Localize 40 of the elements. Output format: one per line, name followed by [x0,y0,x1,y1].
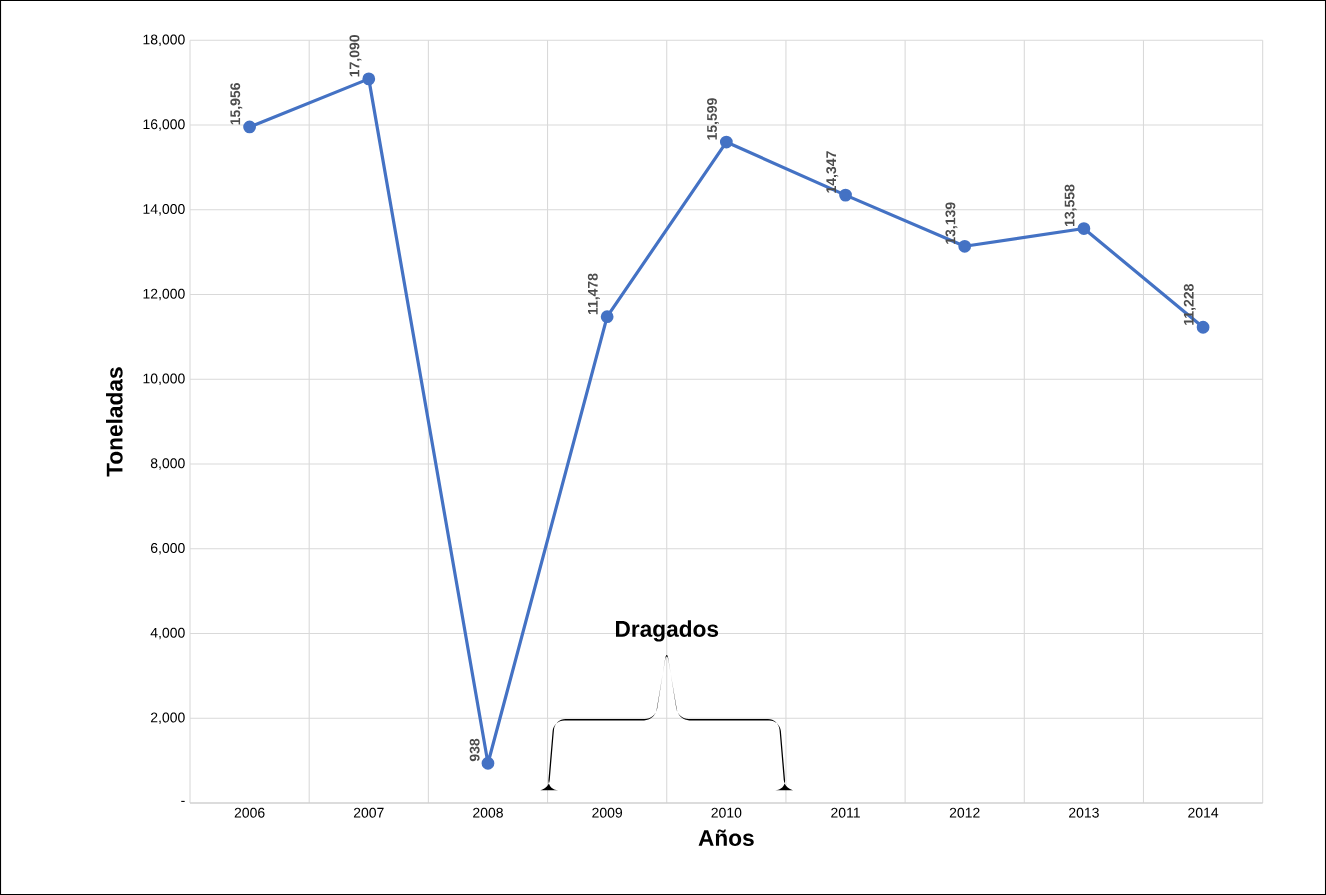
y-tick-label: 2,000 [150,712,185,725]
y-tick-label: 14,000 [143,204,185,216]
data-label: 17,090 [349,35,362,77]
y-axis-title: Toneladas [106,367,123,477]
y-tick-label: 16,000 [143,119,185,131]
point [600,310,614,324]
point [243,120,256,134]
x-tick-label: 2014 [1188,807,1219,818]
point [958,239,972,253]
data-label: 13,139 [945,202,958,244]
data-label: 13,558 [1064,184,1077,227]
y-tick-label: 8,000 [150,458,185,470]
x-tick-label: 2008 [473,807,503,818]
x-tick-label: 2013 [1069,807,1099,818]
point [1196,320,1210,334]
y-tick-label: 12,000 [143,288,185,301]
x-tick-label: 2010 [711,807,742,818]
data-label: 11,228 [1183,284,1196,325]
point [362,72,376,86]
point [719,135,733,149]
x-tick-label: 2007 [353,807,384,818]
y-tick-label: - [181,800,185,802]
x-axis-title: Años [698,829,754,847]
y-tick-label: 4,000 [150,627,185,640]
point [839,188,852,202]
x-tick-label: 2011 [831,807,860,818]
y-tick-label: 18,000 [143,34,185,47]
point [481,756,495,770]
x-tick-label: 2012 [949,807,980,818]
x-tick-label: 2009 [592,807,623,818]
data-label: 11,478 [587,273,600,315]
annotation: Dragados [616,620,719,642]
data-label: 15,956 [230,83,243,125]
y-tick-label: 6,000 [150,543,185,555]
data-label: 938 [469,738,480,762]
y-tick-label: 10,000 [143,373,185,386]
point [1077,222,1091,235]
data-label: 15,599 [707,98,719,140]
data-label: 14,347 [826,151,839,193]
x-tick-label: 2006 [234,807,265,818]
